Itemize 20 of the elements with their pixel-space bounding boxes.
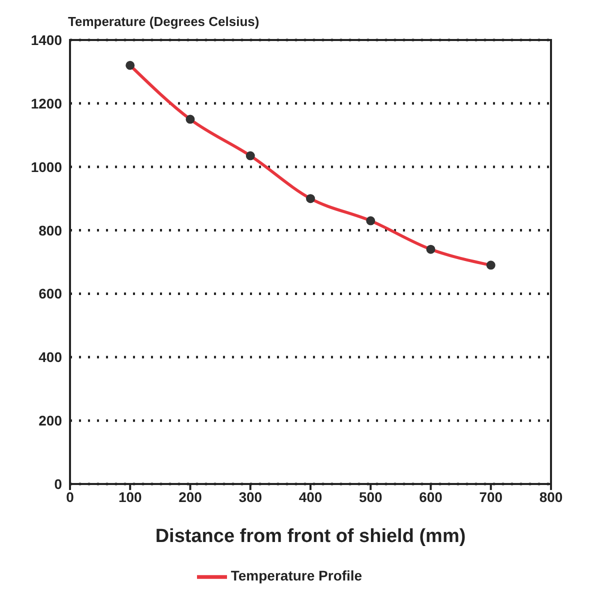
- x-axis-title: Distance from front of shield (mm): [155, 526, 466, 547]
- y-tick-label: 1200: [30, 95, 62, 112]
- y-tick-label: 600: [38, 286, 62, 302]
- y-tick-label: 200: [38, 412, 62, 429]
- x-tick-label: 100: [118, 488, 142, 505]
- x-tick-label: 400: [298, 488, 322, 505]
- y-tick-label: 800: [38, 222, 62, 238]
- y-tick-label: 1400: [30, 32, 62, 48]
- y-axis-title: Temperature (Degrees Celsius): [68, 14, 260, 29]
- x-tick-label: 700: [479, 488, 503, 505]
- y-tick-label: 0: [54, 476, 62, 492]
- legend-label: Temperature Profile: [230, 568, 362, 584]
- x-tick-label: 800: [539, 488, 563, 505]
- x-tick-label: 600: [419, 488, 443, 505]
- x-tick-label: 200: [178, 488, 202, 505]
- x-tick-label: 500: [358, 488, 383, 505]
- y-tick-label: 1000: [30, 158, 62, 175]
- x-tick-label: 300: [238, 488, 262, 505]
- x-tick-label: 0: [66, 488, 74, 505]
- y-tick-label: 400: [38, 349, 62, 366]
